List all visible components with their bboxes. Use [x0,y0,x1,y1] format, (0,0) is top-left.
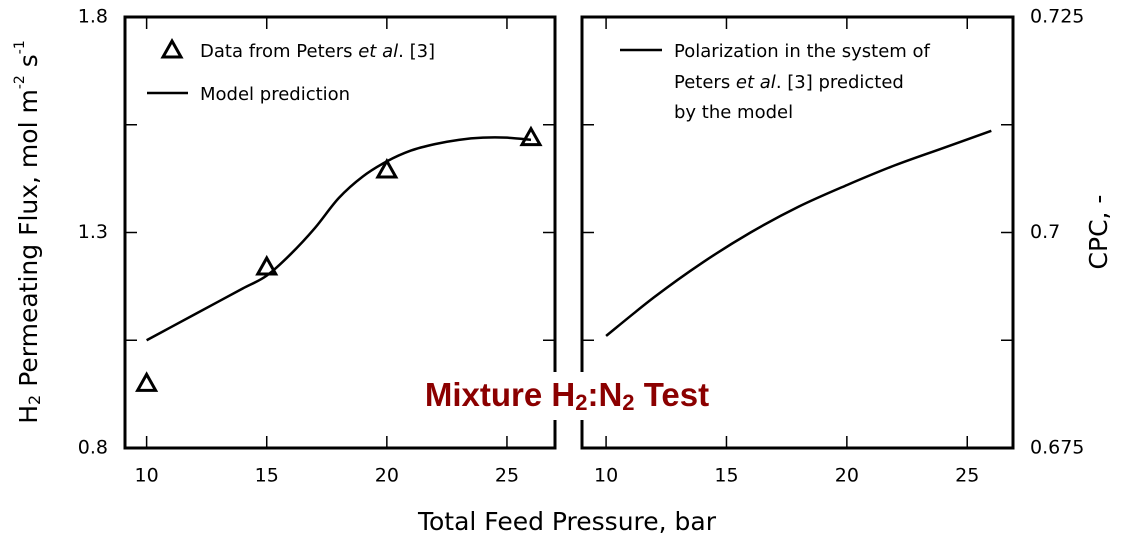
series-line [605,129,992,337]
title-part: Test [635,376,710,413]
legend-label: Polarization in the system of [674,41,931,62]
data-point [375,157,399,179]
chart-title: Mixture H2:N2 Test [425,376,709,415]
data-point [519,125,543,147]
data-point [135,371,159,392]
title-background [404,372,734,420]
series-line [146,136,532,342]
legend-label: Model prediction [200,84,350,105]
y-tick-label: 0.675 [1030,437,1084,459]
y-tick-label: 0.7 [1030,221,1060,243]
x-tick-label: 10 [594,465,618,487]
legend-text: . [3] [398,41,435,62]
legend-marker [160,37,184,59]
legend-label: Data from Peters et al. [3] [200,41,435,62]
y-tick-label: 0.8 [78,437,108,459]
label-part: H [14,405,43,424]
x-tick-label: 15 [714,465,738,487]
label-part: -2 [12,75,28,89]
title-part: 2 [622,390,634,415]
legend-label: Peters et al. [3] predicted [674,72,904,93]
title-part: Mixture H [425,376,575,413]
legend-text: et al [358,41,398,62]
x-tick-label: 20 [375,465,399,487]
y-tick-label: 1.8 [78,6,108,28]
title-part: :N [587,376,622,413]
legend-text: et al [736,72,776,93]
legend-text: Data from Peters [200,41,358,62]
label-part: s [14,54,43,75]
title-part: 2 [575,390,587,415]
label-part: -1 [12,40,28,54]
legend-text: Peters [674,72,736,93]
x-tick-label: 25 [495,465,519,487]
label-part: 2 [25,395,44,405]
x-axis-label: Total Feed Pressure, bar [417,507,717,536]
y-tick-label: 1.3 [78,221,108,243]
legend-label: by the model [674,102,793,123]
x-tick-label: 20 [835,465,859,487]
plots: 0.8 1.3 1.8 10 15 20 25 0.675 0.7 0.725 10 15 20 25 [78,6,1085,487]
y-axis-label: CPC, - [1084,195,1113,270]
x-tick-label: 25 [955,465,979,487]
label-part: Permeating Flux, mol m [14,89,43,395]
y-tick-label: 0.725 [1030,6,1084,28]
x-tick-label: 15 [255,465,279,487]
y-axis-label: H2 Permeating Flux, mol m-2 s-1 [12,40,44,424]
data-point [255,254,279,276]
x-tick-label: 10 [135,465,159,487]
legend-text: . [3] predicted [776,72,904,93]
